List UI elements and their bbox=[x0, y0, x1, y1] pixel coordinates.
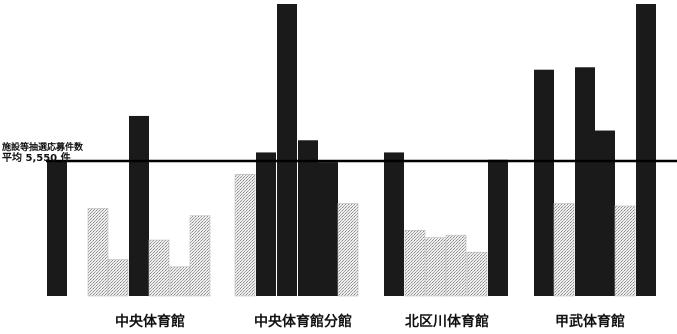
bar-4-3 bbox=[575, 67, 595, 297]
bar-1-1 bbox=[47, 160, 67, 296]
bar-1-5 bbox=[148, 239, 170, 297]
bar-1-3 bbox=[107, 259, 129, 297]
bar-2-2 bbox=[256, 152, 276, 296]
bar-3-1 bbox=[384, 152, 404, 296]
bar-2-4 bbox=[298, 140, 318, 296]
bar-2-1 bbox=[234, 174, 256, 297]
bar-3-2 bbox=[404, 230, 426, 297]
bar-4-1 bbox=[534, 69, 554, 296]
group-label-3: 北区川体育館 bbox=[405, 313, 489, 330]
bar-4-2 bbox=[553, 203, 575, 297]
group-label-1: 中央体育館 bbox=[115, 313, 185, 330]
group-label-4: 甲武体育館 bbox=[555, 313, 625, 330]
bar-4-4 bbox=[595, 130, 615, 296]
bar-1-4 bbox=[129, 115, 149, 296]
bar-3-6 bbox=[488, 159, 508, 296]
bar-1-7 bbox=[189, 215, 211, 297]
average-label-line1: 施設等抽選応募件数 bbox=[2, 141, 84, 153]
bar-1-2 bbox=[87, 208, 109, 297]
bar-4-5 bbox=[614, 205, 636, 297]
group-label-2: 中央体育館分館 bbox=[254, 313, 352, 330]
bars-layer bbox=[47, 4, 656, 297]
bar-1-6 bbox=[169, 266, 191, 297]
group-labels: 中央体育館 中央体育館分館 北区川体育館 甲武体育館 bbox=[115, 313, 625, 330]
average-label-line2: 平均 5,550 件 bbox=[2, 151, 71, 164]
bar-3-5 bbox=[466, 251, 488, 297]
bar-2-5 bbox=[318, 162, 338, 296]
bar-4-6 bbox=[636, 4, 656, 296]
bar-3-4 bbox=[445, 234, 467, 297]
bar-2-3 bbox=[277, 4, 297, 296]
bar-2-6 bbox=[337, 203, 359, 297]
bar-3-3 bbox=[425, 237, 447, 297]
